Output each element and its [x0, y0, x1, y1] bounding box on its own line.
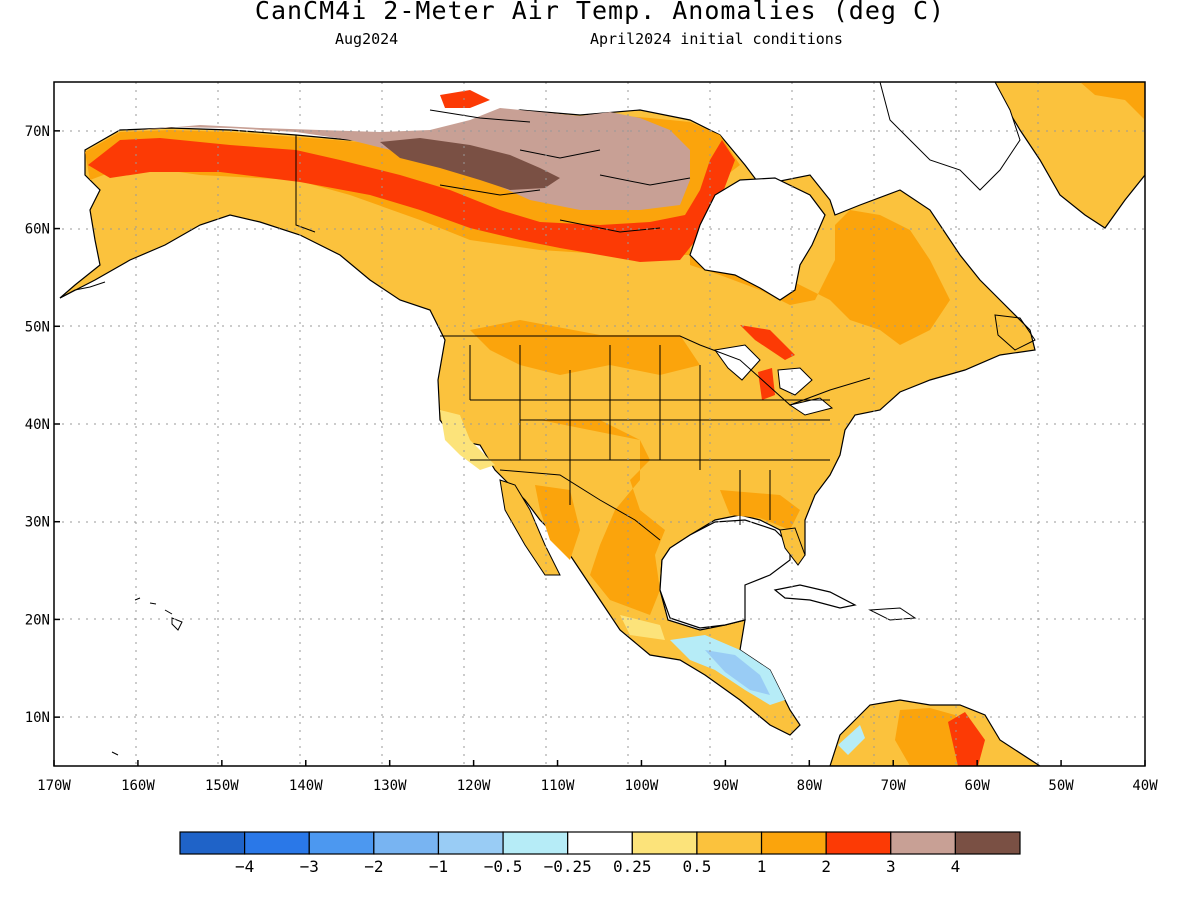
lat-tick-label: 30N — [25, 515, 50, 531]
colorbar-swatch — [373, 831, 440, 855]
map-title: CanCM4i 2-Meter Air Temp. Anomalies (deg… — [254, 0, 946, 25]
colorbar-label: 4 — [951, 857, 961, 876]
graticule — [54, 82, 1145, 766]
lon-tick-label: 50W — [1048, 778, 1074, 794]
lon-tick-label: 170W — [37, 778, 71, 794]
colorbar-swatch — [760, 831, 827, 855]
anomaly-1-2-south — [470, 320, 700, 375]
colorbar-swatch — [631, 831, 698, 855]
initial-conditions-label: April2024 initial conditions — [590, 30, 843, 48]
anomaly-025-05-south — [620, 615, 665, 640]
anomaly-025-05 — [440, 410, 495, 470]
colorbar-label: 1 — [757, 857, 767, 876]
valid-month: Aug2024 — [335, 30, 399, 48]
colorbar-label: −4 — [235, 857, 254, 876]
colorbar-label: 3 — [886, 857, 896, 876]
latitude-axis: 10N 20N 30N 40N 50N 60N 70N — [25, 124, 60, 726]
gulf-of-mexico — [659, 519, 791, 629]
anomaly-1-2-southwest — [540, 420, 665, 615]
lon-tick-label: 40W — [1132, 778, 1158, 794]
anomaly-field — [54, 82, 1145, 766]
colorbar-swatch — [825, 831, 892, 855]
lon-tick-label: 80W — [797, 778, 823, 794]
hawaii — [134, 597, 183, 631]
lon-tick-label: 100W — [625, 778, 659, 794]
lat-tick-label: 40N — [25, 417, 50, 433]
anomaly-1-2-mexico — [535, 485, 580, 560]
lon-tick-label: 140W — [289, 778, 323, 794]
anomaly-neg-1-05 — [705, 650, 770, 695]
south-america-cool — [838, 725, 865, 755]
greenland-land — [994, 82, 1145, 229]
lat-tick-label: 20N — [25, 612, 50, 628]
colorbar-label: 0.5 — [682, 857, 711, 876]
lon-tick-label: 70W — [881, 778, 907, 794]
lat-tick-label: 50N — [25, 319, 50, 335]
anomaly-2-3-ontario — [740, 325, 795, 360]
lon-tick-label: 160W — [121, 778, 155, 794]
colorbar-label: −1 — [429, 857, 448, 876]
colorbar-label: −0.25 — [544, 857, 592, 876]
lon-tick-label: 90W — [713, 778, 739, 794]
lat-tick-label: 10N — [25, 710, 50, 726]
hispaniola — [868, 607, 917, 621]
colorbar: −4 −3 −2 −1 −0.5 −0.25 0.25 0.5 1 2 3 4 — [179, 831, 1021, 876]
lon-tick-label: 60W — [965, 778, 991, 794]
political-boundaries — [295, 135, 871, 541]
anomaly-gt-4 — [380, 138, 560, 190]
colorbar-swatch — [696, 831, 763, 855]
colorbar-swatch — [179, 831, 246, 855]
greenland-warm — [1080, 82, 1145, 120]
newfoundland — [994, 314, 1036, 351]
colorbar-swatch — [437, 831, 504, 855]
lat-tick-label: 70N — [25, 124, 50, 140]
aleutians — [59, 281, 119, 756]
colorbar-swatch — [567, 831, 633, 855]
anomaly-2-3 — [88, 138, 735, 262]
south-america-hot — [948, 712, 985, 766]
lat-tick-label: 60N — [25, 222, 50, 238]
cuba — [773, 584, 857, 609]
hudson-bay — [689, 177, 826, 301]
lon-tick-label: 110W — [541, 778, 575, 794]
colorbar-swatch — [244, 831, 310, 855]
lon-tick-label: 130W — [373, 778, 407, 794]
lon-tick-label: 120W — [457, 778, 491, 794]
colorbar-label: −3 — [300, 857, 319, 876]
colorbar-swatch — [890, 831, 956, 855]
lon-tick-label: 150W — [205, 778, 239, 794]
longitude-axis: 170W 160W 150W 140W 130W 120W 110W 100W 90W 80W 70… — [37, 760, 1158, 794]
colorbar-label: 0.25 — [613, 857, 652, 876]
arctic-channels — [429, 109, 691, 233]
colorbar-swatch — [502, 831, 569, 855]
colorbar-label: −0.5 — [484, 857, 523, 876]
colorbar-label: 2 — [821, 857, 831, 876]
colorbar-swatch — [954, 831, 1021, 855]
anomaly-2-3-arctic — [440, 90, 490, 108]
colorbar-label: −2 — [364, 857, 383, 876]
colorbar-swatch — [308, 831, 375, 855]
baffin-bay — [879, 82, 1021, 191]
